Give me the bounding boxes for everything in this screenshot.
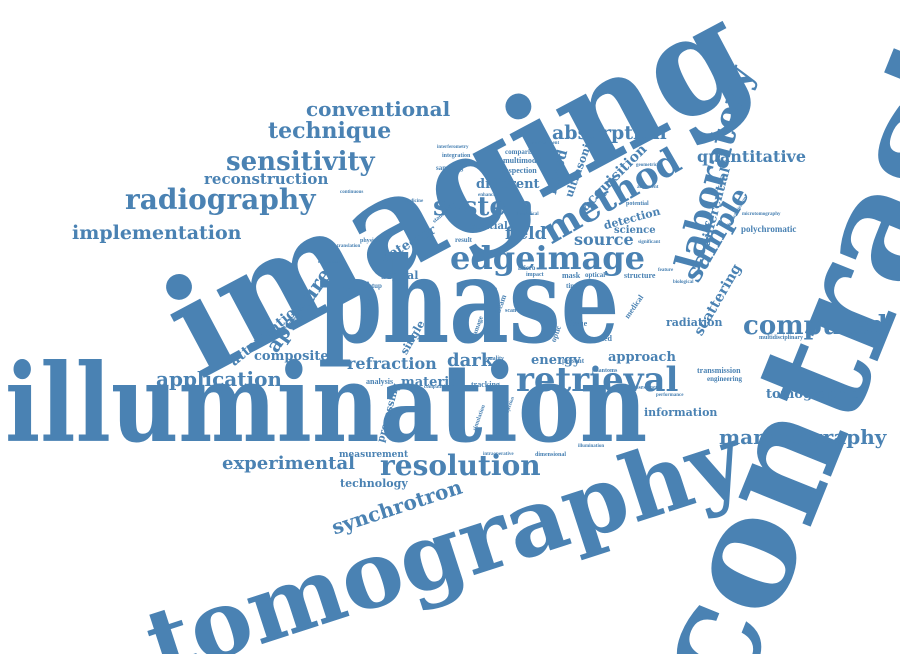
word-mammography: mammography [719, 425, 887, 449]
word-source: source [574, 230, 634, 249]
word-quantitative: quantitative [697, 147, 806, 166]
word-material: material [401, 375, 463, 390]
word-absorption: absorption [552, 122, 667, 144]
word-information: information [644, 406, 718, 419]
word-significant: significant [638, 240, 661, 245]
word-radiation: radiation [666, 316, 723, 329]
word-computed: computed [743, 311, 888, 341]
word-dark: dark [447, 350, 494, 371]
word-sampling: sampling [436, 164, 464, 172]
word-impact: impact [526, 272, 544, 278]
word-result: result [455, 236, 472, 244]
word-feature: feature [658, 268, 674, 273]
word-edgeimage: edgeimage [450, 239, 645, 277]
word-scan: scan [505, 308, 517, 314]
word-illumination: illumination [5, 341, 648, 467]
word-medicine: medicine [404, 199, 424, 204]
word-transmission: transmission [697, 366, 741, 375]
word-spatial: spatial [470, 221, 508, 232]
word-theoretical: theoretical [516, 212, 539, 217]
word-biological: biological [673, 280, 694, 285]
word-compatible: compatible [424, 385, 448, 390]
word-resolution: resolution [380, 449, 541, 482]
word-approach: approach [608, 350, 676, 365]
word-technology: technology [340, 477, 408, 490]
word-assessment: assessment [633, 385, 661, 391]
word-continuous: continuous [340, 190, 364, 195]
word-integration: integration [442, 153, 471, 159]
word-microtomography: microtomography [742, 212, 781, 217]
word-tracking: tracking [471, 380, 500, 389]
word-interferometry: interferometry [437, 145, 469, 150]
word-signal: signal [381, 269, 419, 282]
word-experimental: experimental [222, 453, 355, 474]
word-energy: energy [531, 353, 581, 368]
word-physical: physical [360, 238, 382, 244]
word-inverse: inverse [350, 390, 366, 395]
word-measurement: measurement [339, 450, 409, 460]
word-tomographic: tomographic [766, 387, 859, 402]
word-illumination-small: illumination [578, 444, 605, 449]
word-potential: potential [626, 201, 649, 207]
word-performance: performance [656, 393, 684, 398]
word-mask: mask [562, 271, 581, 280]
word-polychromatic: polychromatic [741, 224, 797, 234]
word-different: different [476, 177, 540, 192]
word-optical: optical [585, 271, 606, 279]
word-enhanced: enhanced [478, 193, 499, 198]
word-technique: technique [268, 118, 392, 144]
word-sensitivity: sensitivity [226, 147, 375, 177]
word-intraoperative: intraoperative [483, 452, 514, 457]
word-refraction: refraction [347, 354, 437, 373]
word-translation: translation [337, 244, 361, 249]
word-composite: composite [254, 349, 329, 364]
word-implementation: implementation [72, 222, 242, 244]
word-retrieval: retrieval [516, 360, 679, 400]
word-phase: phase [318, 231, 620, 370]
word-data: data [484, 285, 498, 293]
word-reconstruction: reconstruction [204, 170, 329, 188]
word-analysis: analysis [366, 377, 394, 386]
word-dimensional: dimensional [535, 452, 567, 458]
word-conventional: conventional [306, 97, 451, 121]
word-comparison: comparison [505, 148, 540, 156]
word-diffraction: diffraction [318, 260, 341, 265]
word-coded: coded [592, 334, 612, 343]
word-multidisciplinary: multidisciplinary [759, 335, 804, 341]
word-alignment: alignment [637, 185, 659, 190]
word-environment: environment [532, 141, 560, 146]
word-inspection: inspection [502, 166, 537, 175]
word-tissue: tissue [568, 319, 588, 328]
word-quality: quality [486, 356, 505, 362]
word-multimodal: multimodal [503, 156, 543, 165]
word-structure: structure [624, 271, 656, 280]
word-medical: medical [622, 293, 646, 321]
word-present: present [562, 357, 585, 365]
word-micro: micro [518, 264, 536, 272]
word-setup: setup [366, 282, 382, 290]
word-geometrical: geometrical [636, 163, 661, 168]
word-application: application [156, 367, 282, 391]
word-radiography: radiography [125, 183, 316, 216]
word-science: science [614, 225, 656, 236]
word-field: field [505, 224, 547, 244]
word-engineering: engineering [707, 375, 742, 383]
word-phantoms: phantoms [592, 368, 618, 374]
word-time: time [566, 282, 580, 290]
word-system: system [433, 192, 534, 222]
